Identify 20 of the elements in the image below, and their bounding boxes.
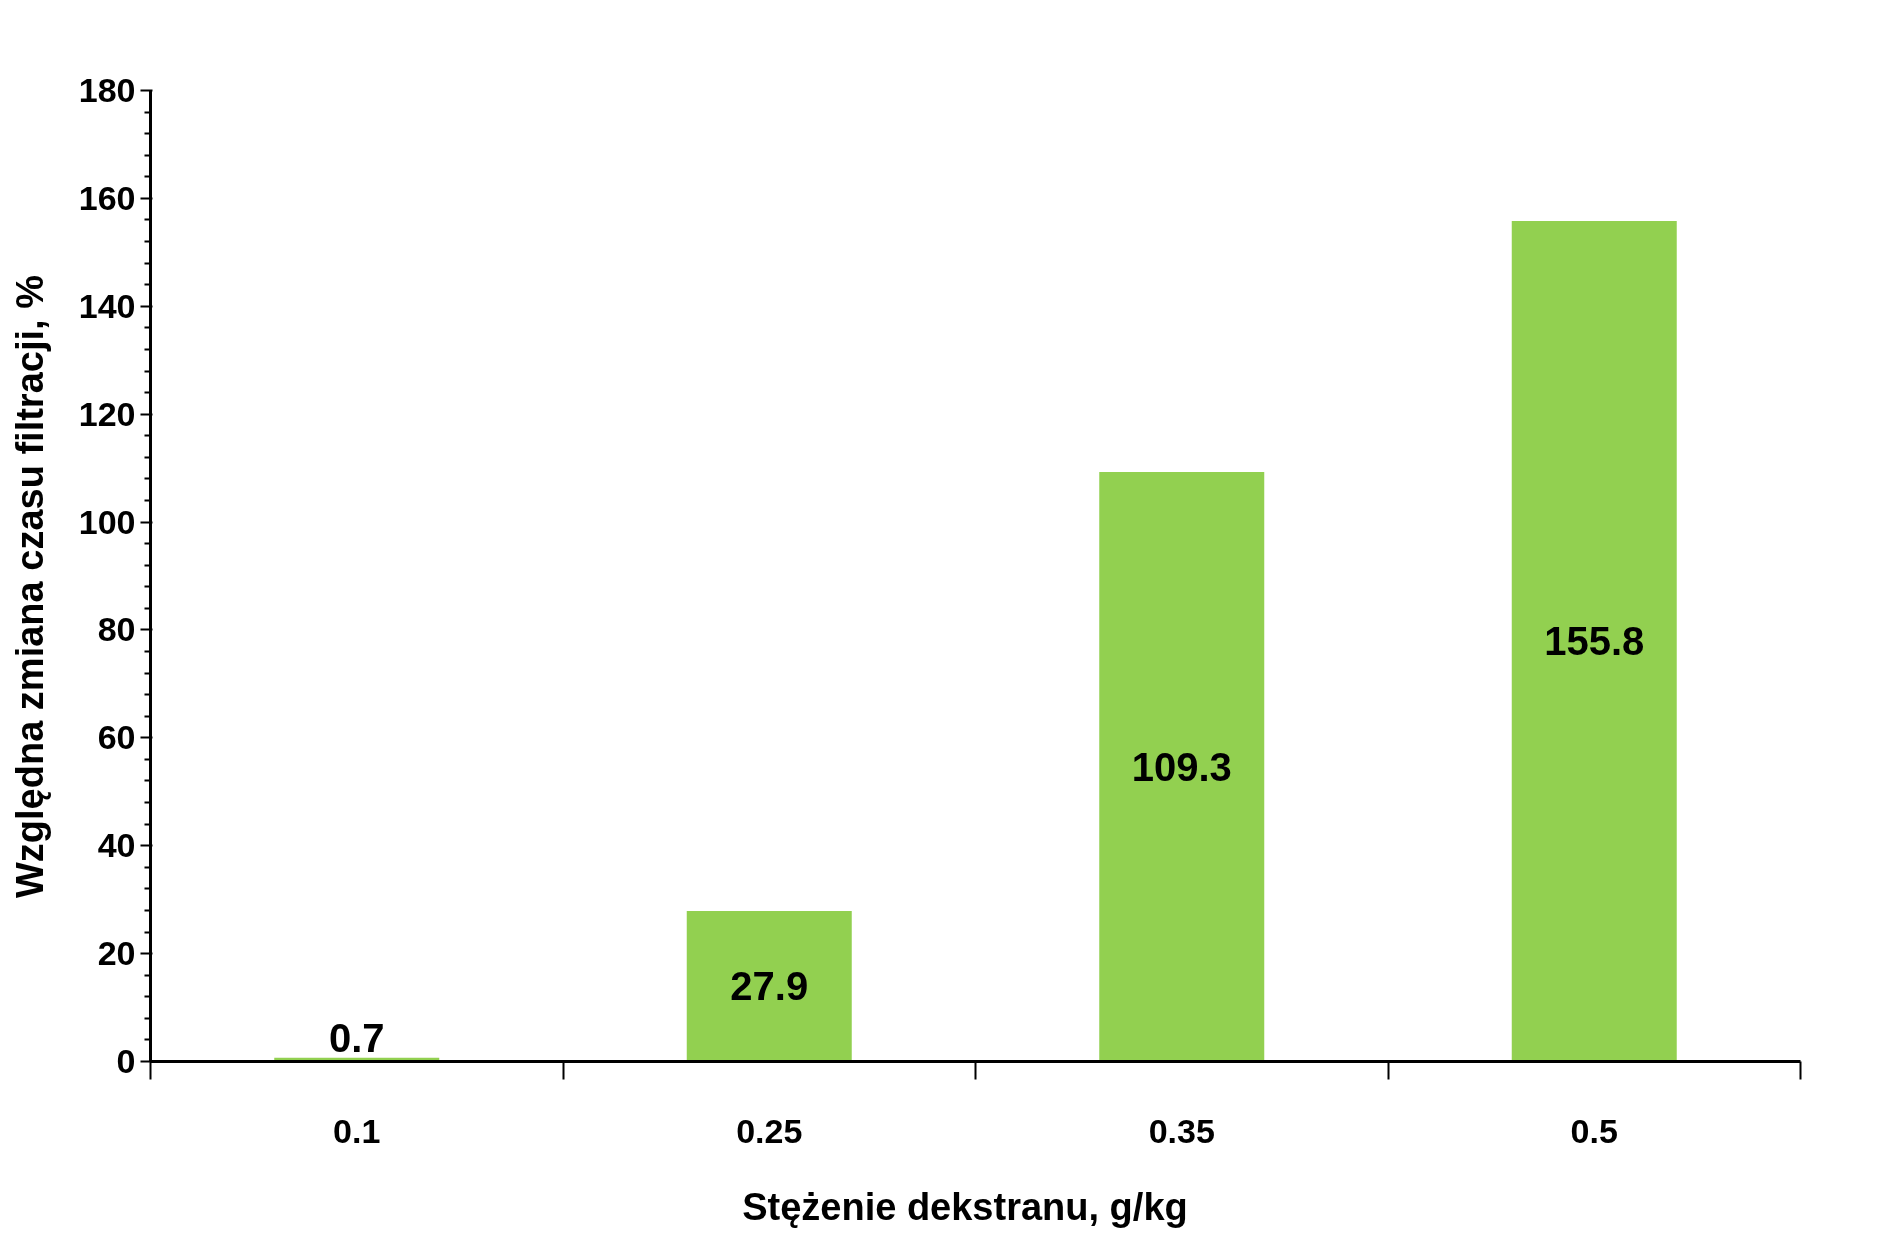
x-tick-label: 0.35 (1148, 1111, 1215, 1150)
y-tick-label: 60 (97, 718, 136, 757)
y-tick-label: 0 (116, 1042, 136, 1080)
y-tick-label: 20 (97, 934, 136, 973)
y-tick-label: 40 (97, 826, 136, 865)
y-tick-label: 160 (78, 178, 136, 217)
x-tick-label: 0.5 (1570, 1111, 1618, 1150)
y-tick-label: 100 (78, 502, 136, 541)
y-axis-title: Względna zmiana czasu filtracji, % (8, 275, 51, 899)
data-label: 0.7 (328, 1016, 385, 1061)
x-axis-title: Stężenie dekstranu, g/kg (742, 1185, 1188, 1228)
x-tick-label: 0.1 (333, 1111, 381, 1150)
data-label: 109.3 (1131, 744, 1232, 789)
data-label: 155.8 (1544, 619, 1645, 664)
y-tick-label: 180 (78, 71, 136, 109)
y-tick-label: 120 (78, 394, 136, 433)
y-tick-label: 140 (78, 286, 136, 325)
x-tick-label: 0.25 (736, 1111, 803, 1150)
y-tick-label: 80 (97, 610, 136, 649)
data-label: 27.9 (730, 964, 809, 1009)
